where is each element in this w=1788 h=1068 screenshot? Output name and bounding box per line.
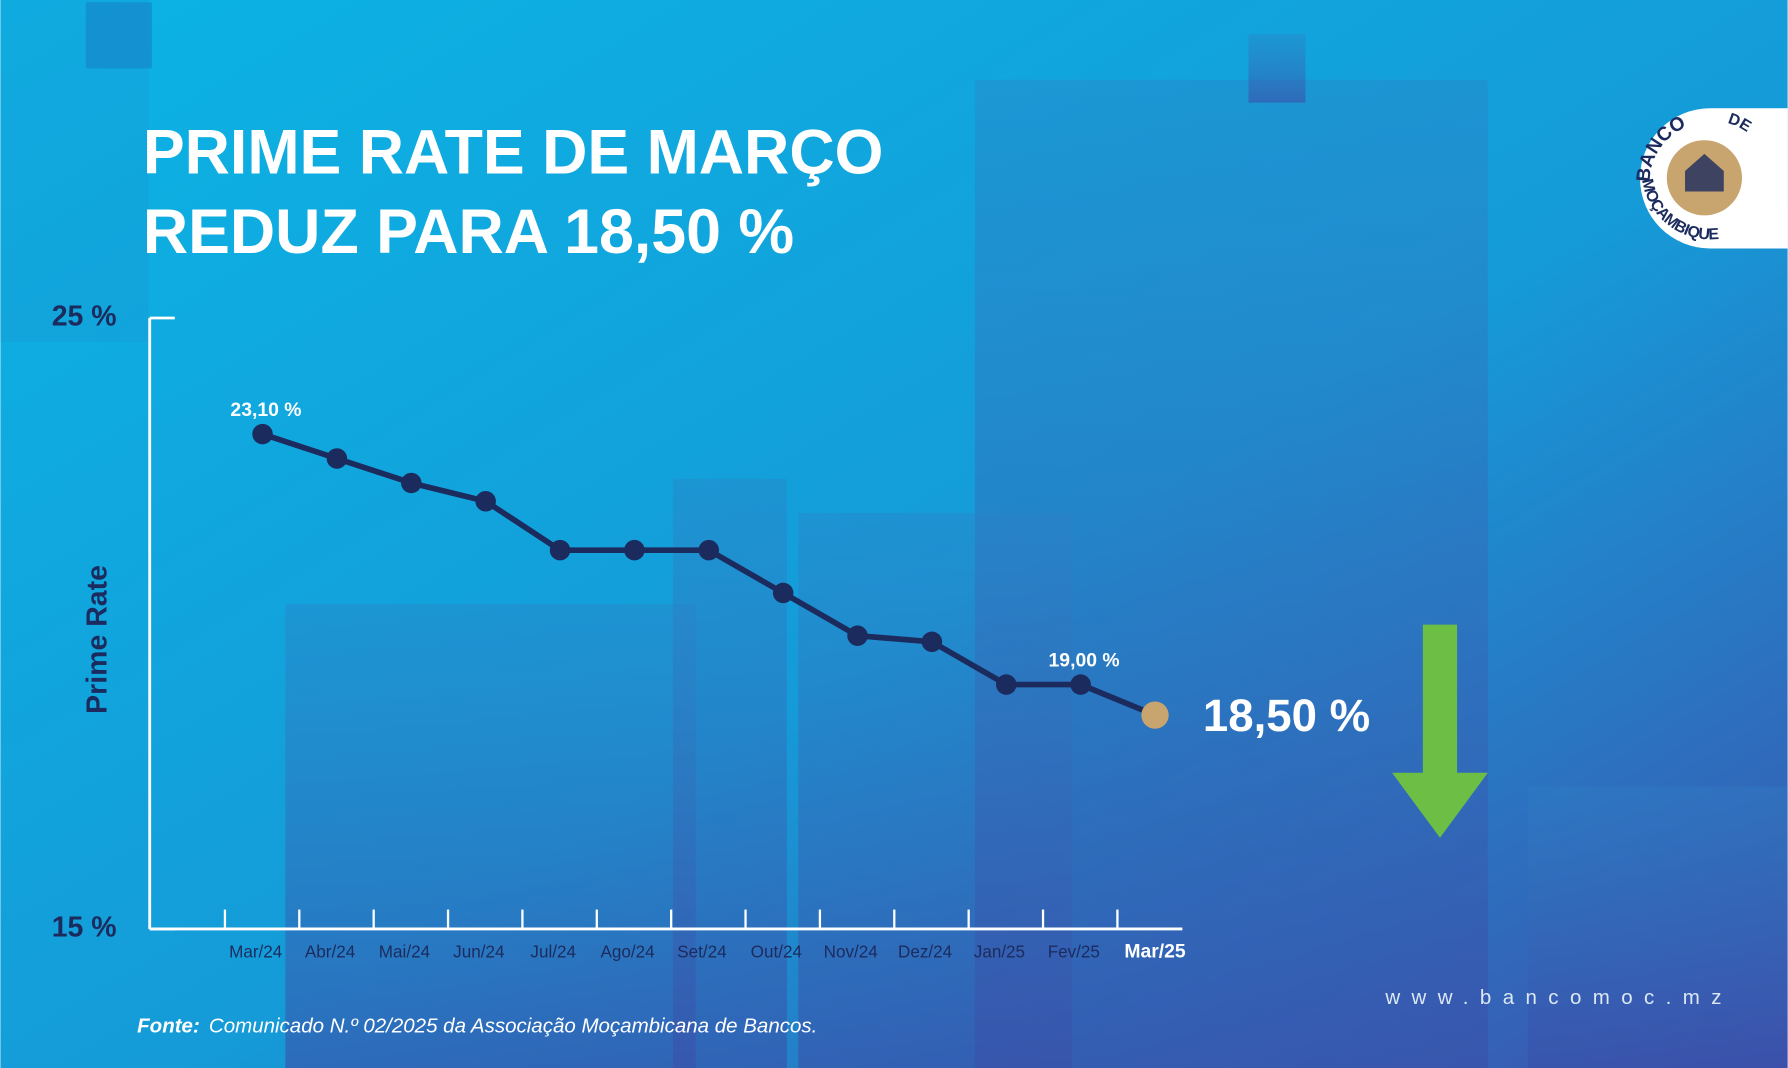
x-tick-label: Jan/25 [974, 942, 1025, 961]
x-tick-label: Jul/24 [530, 942, 576, 961]
x-tick-label: Abr/24 [305, 942, 355, 961]
point [401, 472, 422, 494]
point [921, 631, 943, 653]
point [1070, 674, 1091, 695]
value-label: 23,10 % [230, 399, 301, 421]
x-tick-label: Dez/24 [898, 942, 952, 961]
point [772, 582, 794, 604]
point [475, 491, 496, 512]
source: Fonte: Comunicado N.º 02/2025 da Associaç… [137, 1015, 817, 1038]
x-tick-label: Fev/25 [1048, 942, 1100, 961]
website: www.bancomoc.mz [1384, 986, 1733, 1009]
x-tick-label: Mar/25 [1124, 940, 1186, 962]
y-axis-label: Prime Rate [81, 565, 113, 714]
highlight-point [1141, 701, 1169, 729]
source-text: Comunicado N.º 02/2025 da Associação Moç… [209, 1015, 817, 1038]
title: PRIME RATE DE MARÇO [143, 117, 883, 187]
point [326, 448, 348, 469]
x-tick-label: Out/24 [751, 942, 802, 961]
y-tick-label: 25 % [52, 301, 117, 333]
x-tick-label: Mai/24 [379, 942, 430, 961]
x-tick-label: Ago/24 [600, 942, 654, 961]
x-tick-label: Nov/24 [824, 942, 878, 961]
title: REDUZ PARA 18,50 % [143, 197, 794, 267]
x-tick-label: Set/24 [677, 942, 726, 961]
value-label: 19,00 % [1049, 649, 1120, 671]
point [624, 539, 645, 561]
source-label: Fonte: [137, 1015, 200, 1038]
value-label-highlight: 18,50 % [1203, 690, 1370, 741]
point [698, 539, 720, 561]
point [996, 674, 1017, 695]
x-tick-label: Mar/24 [229, 942, 282, 961]
point [252, 423, 273, 445]
point [549, 539, 571, 561]
y-tick-label: 15 % [52, 911, 117, 943]
x-tick-label: Jun/24 [453, 942, 504, 961]
down-arrow [1392, 624, 1488, 838]
point [847, 625, 868, 646]
